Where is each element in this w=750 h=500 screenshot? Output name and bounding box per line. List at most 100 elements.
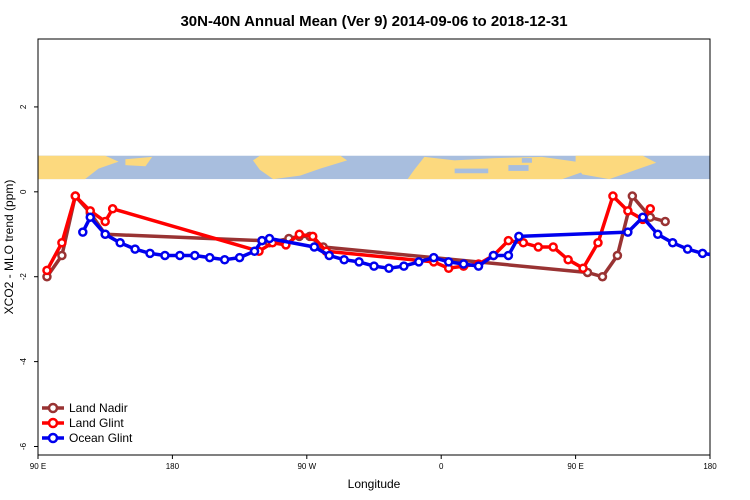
- series-layer: [42, 191, 721, 282]
- data-point-ocean-glint: [488, 250, 499, 261]
- data-point-ocean-glint: [369, 261, 379, 271]
- data-point-land-nadir: [660, 216, 670, 227]
- legend-marker: [47, 402, 59, 414]
- data-point-land-glint: [294, 229, 305, 240]
- data-point-ocean-glint: [503, 250, 514, 261]
- legend-marker: [47, 417, 59, 429]
- y-tick-label: 0: [19, 189, 28, 194]
- map-sea-patch: [508, 165, 529, 171]
- legend-marker: [47, 432, 59, 444]
- data-point-land-nadir: [57, 250, 67, 261]
- data-point-ocean-glint: [697, 248, 708, 259]
- data-point-land-glint: [518, 238, 529, 248]
- data-point-ocean-glint: [324, 250, 334, 261]
- map-land-shape: [253, 155, 348, 180]
- map-band-land: [38, 155, 657, 180]
- series-land-nadir: [42, 191, 670, 282]
- data-point-land-glint: [623, 206, 633, 216]
- data-point-land-nadir: [627, 191, 638, 201]
- data-point-ocean-glint: [638, 212, 648, 223]
- data-point-ocean-glint: [78, 227, 88, 237]
- data-point-land-glint: [548, 242, 558, 252]
- data-point-land-glint: [608, 191, 618, 201]
- data-point-ocean-glint: [190, 250, 200, 261]
- data-point-ocean-glint: [234, 252, 245, 263]
- data-point-ocean-glint: [714, 252, 721, 259]
- map-land-shape: [575, 155, 657, 180]
- data-point-ocean-glint: [473, 261, 484, 271]
- series-line-land-glint: [45, 194, 652, 272]
- x-tick-label: 90 E: [30, 462, 46, 471]
- data-point-land-glint: [308, 231, 318, 242]
- map-land-shape: [125, 156, 153, 167]
- legend-item-land-nadir: Land Nadir: [42, 401, 128, 415]
- data-point-ocean-glint: [130, 244, 140, 254]
- data-point-ocean-glint: [399, 261, 409, 271]
- data-point-ocean-glint: [339, 254, 349, 265]
- y-axis-label: XCO2 - MLO trend (ppm): [2, 180, 16, 315]
- legend-label: Land Glint: [69, 416, 124, 430]
- y-axis: 2 0 -2 -4 -6: [19, 104, 38, 450]
- map-band: [38, 155, 710, 180]
- y-tick-label: -2: [19, 273, 28, 281]
- data-point-land-glint: [100, 216, 110, 227]
- data-point-ocean-glint: [309, 242, 320, 252]
- data-point-land-glint: [42, 265, 52, 276]
- data-point-ocean-glint: [100, 229, 110, 240]
- data-point-ocean-glint: [652, 229, 663, 240]
- legend-label: Ocean Glint: [69, 431, 133, 445]
- data-point-land-glint: [107, 204, 118, 214]
- data-point-ocean-glint: [175, 250, 185, 261]
- data-point-ocean-glint: [384, 263, 394, 273]
- data-point-land-glint: [593, 238, 603, 248]
- map-sea-patch: [521, 158, 532, 163]
- chart-title: 30N-40N Annual Mean (Ver 9) 2014-09-06 t…: [180, 13, 567, 30]
- data-point-ocean-glint: [257, 235, 267, 246]
- x-axis-label: Longitude: [348, 477, 401, 491]
- data-point-ocean-glint: [623, 227, 633, 237]
- data-point-ocean-glint: [354, 257, 364, 267]
- x-tick-label: 180: [703, 462, 717, 471]
- data-point-land-glint: [57, 238, 67, 248]
- data-point-land-glint: [503, 235, 514, 246]
- data-point-ocean-glint: [249, 246, 260, 256]
- data-point-ocean-glint: [414, 257, 424, 267]
- data-point-land-glint: [578, 263, 588, 273]
- plot-frame: [37, 38, 711, 456]
- map-land-shape: [407, 156, 589, 180]
- data-point-ocean-glint: [160, 250, 170, 261]
- data-point-land-glint: [533, 242, 544, 252]
- series-ocean-glint: [78, 212, 721, 273]
- data-point-ocean-glint: [85, 212, 96, 223]
- data-point-land-glint: [70, 191, 81, 201]
- x-tick-label: 90 E: [567, 462, 583, 471]
- y-tick-label: 2: [19, 104, 28, 109]
- data-point-land-glint: [645, 204, 656, 214]
- data-point-ocean-glint: [145, 248, 155, 259]
- map-sea-patch: [454, 168, 489, 174]
- legend-item-ocean-glint: Ocean Glint: [42, 431, 133, 445]
- data-point-land-nadir: [597, 271, 608, 282]
- data-point-ocean-glint: [428, 252, 439, 263]
- y-tick-label: -4: [19, 358, 28, 366]
- data-point-ocean-glint: [682, 244, 693, 254]
- data-point-ocean-glint: [204, 252, 215, 263]
- x-tick-label: 180: [166, 462, 180, 471]
- data-point-ocean-glint: [219, 254, 230, 265]
- x-tick-label: 0: [439, 462, 444, 471]
- data-point-ocean-glint: [115, 238, 125, 248]
- data-point-ocean-glint: [264, 233, 275, 244]
- data-point-ocean-glint: [443, 257, 454, 267]
- data-point-ocean-glint: [667, 238, 678, 248]
- data-point-land-nadir: [612, 250, 623, 261]
- x-tick-label: 90 W: [297, 462, 316, 471]
- map-land-shape: [38, 155, 119, 180]
- data-point-ocean-glint: [458, 259, 469, 269]
- data-point-ocean-glint: [514, 231, 524, 242]
- data-point-land-glint: [563, 254, 573, 265]
- y-tick-label: -6: [19, 442, 28, 450]
- x-axis: 90 E 180 90 W 0 90 E 180: [30, 455, 717, 471]
- legend-item-land-glint: Land Glint: [42, 416, 124, 430]
